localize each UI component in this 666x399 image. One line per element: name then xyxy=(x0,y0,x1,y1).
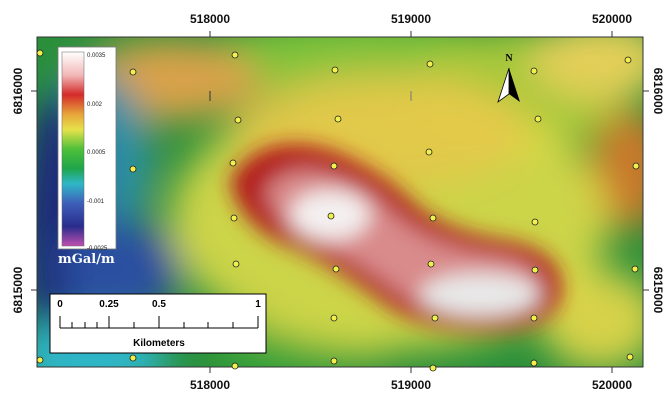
station-marker xyxy=(631,265,639,273)
station-marker xyxy=(230,214,238,222)
station-marker xyxy=(330,357,338,365)
station-marker xyxy=(334,115,342,123)
scale-label: 1 xyxy=(255,299,261,310)
map-panel xyxy=(37,37,643,367)
station-marker xyxy=(530,359,538,367)
station-marker xyxy=(427,260,435,268)
station-marker xyxy=(425,148,433,156)
scale-title: Kilometers xyxy=(133,338,185,349)
scale-label: 0.5 xyxy=(152,299,166,310)
scale-bar: 0 0.25 0.5 1 Kilometers xyxy=(49,293,267,354)
north-label: N xyxy=(505,53,513,64)
color-legend: 0.0035 0.002 0.0005 -0.001 -0.0025 mGal/… xyxy=(57,46,117,267)
legend-tick: -0.001 xyxy=(87,199,105,205)
legend-tick: 0.002 xyxy=(87,102,103,108)
station-marker xyxy=(429,214,437,222)
scale-ruler xyxy=(59,316,259,329)
station-marker xyxy=(530,67,538,75)
legend-unit: mGal/m xyxy=(58,252,115,267)
station-marker xyxy=(534,115,542,123)
station-marker xyxy=(531,218,539,226)
station-marker xyxy=(232,260,240,268)
station-marker xyxy=(531,266,539,274)
station-marker xyxy=(530,314,538,322)
station-marker xyxy=(36,49,44,57)
map-frame xyxy=(36,36,644,368)
station-marker xyxy=(429,364,437,372)
station-marker xyxy=(229,159,237,167)
station-marker xyxy=(36,356,44,364)
axis-ticks xyxy=(31,31,649,373)
scale-label: 0 xyxy=(57,299,63,310)
top-axis-label: 518000 xyxy=(190,12,230,26)
station-marker xyxy=(231,51,239,59)
bottom-axis-label: 518000 xyxy=(190,378,230,392)
station-marker xyxy=(332,265,340,273)
station-marker xyxy=(431,314,439,322)
station-marker xyxy=(234,116,242,124)
station-marker xyxy=(330,314,338,322)
left-axis-label: 6816000 xyxy=(11,67,25,114)
station-marker xyxy=(231,362,239,370)
station-marker xyxy=(129,165,137,173)
right-axis-label: 6816000 xyxy=(651,68,665,115)
station-marker xyxy=(426,60,434,68)
station-marker xyxy=(632,162,640,170)
right-axis-label: 6815000 xyxy=(651,267,665,314)
legend-tick: 0.0005 xyxy=(87,150,106,156)
legend-tick: 0.0035 xyxy=(87,53,106,59)
top-axis-label: 520000 xyxy=(592,12,632,26)
scale-label: 0.25 xyxy=(99,299,119,310)
legend-tick: -0.0025 xyxy=(87,246,108,252)
station-marker xyxy=(624,56,632,64)
station-marker xyxy=(330,162,338,170)
bottom-axis-label: 519000 xyxy=(391,378,431,392)
left-axis-label: 6815000 xyxy=(11,266,25,313)
top-axis-label: 519000 xyxy=(391,12,431,26)
station-marker xyxy=(626,353,634,361)
north-arrow-icon: N xyxy=(497,53,520,104)
station-marker xyxy=(331,66,339,74)
bottom-axis-label: 520000 xyxy=(592,378,632,392)
station-marker xyxy=(327,212,335,220)
station-marker xyxy=(129,68,137,76)
station-marker xyxy=(129,354,137,362)
legend-color-ramp xyxy=(61,51,85,247)
